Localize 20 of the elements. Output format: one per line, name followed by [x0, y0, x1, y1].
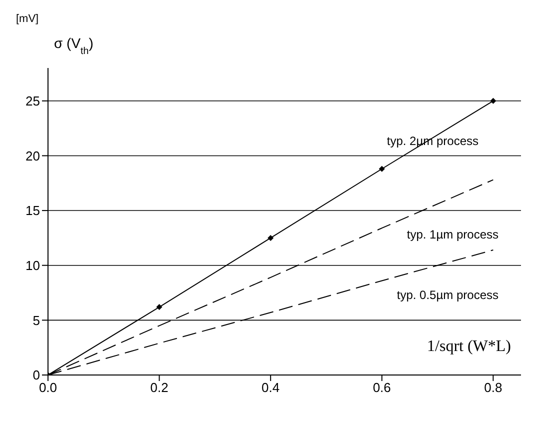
x-tick-label: 0.2: [150, 380, 168, 396]
text: σ (V$_{th}$): [54, 35, 94, 56]
x-axis-title: 1/sqrt (W*L): [427, 338, 511, 356]
y-tick-label: 15: [26, 203, 40, 218]
y-tick-label: 5: [32, 312, 40, 328]
point: [156, 304, 162, 310]
y-tick-label: 0: [32, 368, 40, 383]
x-tick-label: 0.4: [262, 380, 280, 396]
y-axis-title: [mV]: [16, 13, 39, 25]
x-tick-label: 0.8: [484, 380, 502, 396]
x-tick-label: 0.0: [38, 380, 58, 396]
y-tick-label: 25: [26, 94, 40, 109]
series-label: typ. 0.5µm process: [396, 288, 499, 302]
y-tick-label: 20: [26, 148, 40, 164]
series-label: typ. 1µm process: [406, 227, 499, 242]
y-tick-label: 10: [26, 258, 40, 273]
point: [268, 234, 274, 241]
point: [378, 166, 385, 172]
x-tick-label: 0.6: [372, 380, 391, 396]
point: [490, 98, 496, 104]
